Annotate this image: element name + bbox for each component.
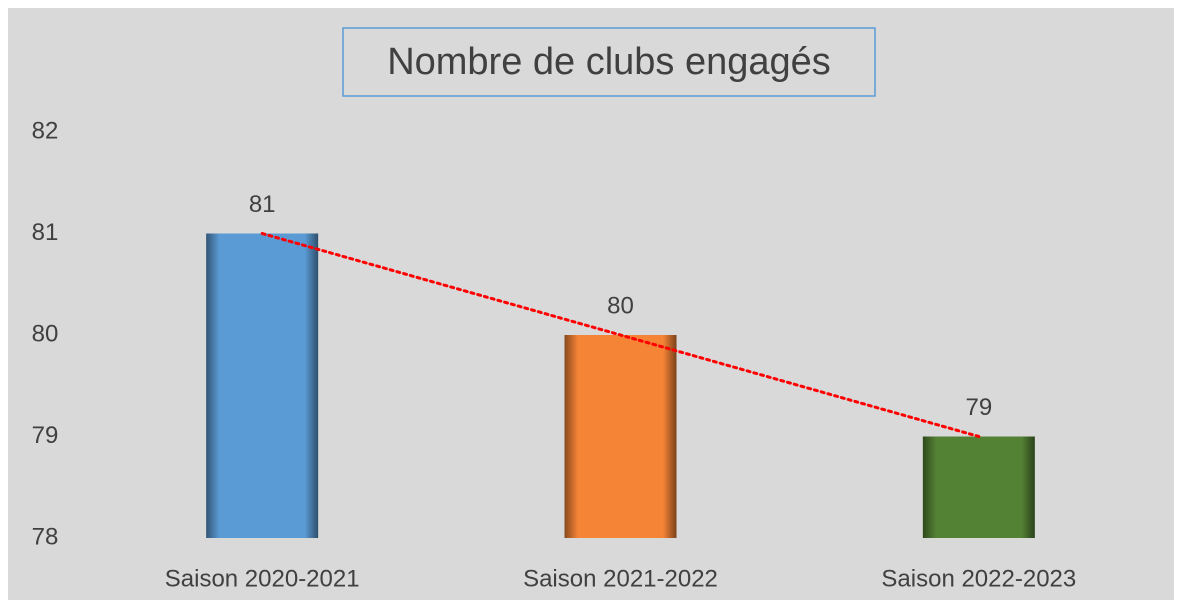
y-tick-label: 81	[32, 219, 59, 246]
y-tick-label: 82	[32, 117, 59, 144]
y-tick-label: 80	[32, 320, 59, 347]
bar	[564, 335, 677, 538]
x-tick-label: Saison 2020-2021	[165, 565, 360, 592]
data-label: 80	[607, 292, 634, 319]
chart-title: Nombre de clubs engagés	[387, 41, 831, 83]
data-label: 79	[965, 394, 992, 421]
trendline	[260, 232, 981, 438]
y-tick-label: 78	[32, 523, 59, 550]
title-box	[342, 27, 876, 97]
y-tick-label: 79	[32, 422, 59, 449]
x-tick-label: Saison 2021-2022	[523, 565, 718, 592]
data-label: 81	[249, 191, 276, 218]
bar	[922, 436, 1035, 538]
bar	[206, 233, 319, 538]
x-tick-label: Saison 2022-2023	[881, 565, 1076, 592]
